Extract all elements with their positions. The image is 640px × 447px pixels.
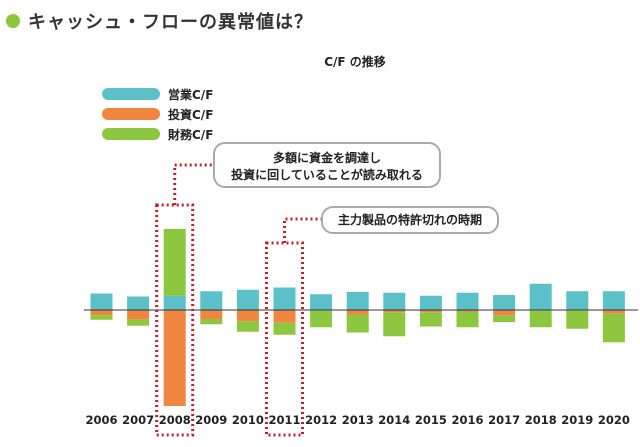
highlight-box-2008 <box>155 203 195 437</box>
bar-2009-financing <box>200 319 223 325</box>
bar-2014-operating <box>383 292 406 310</box>
x-tick-label-2009: 2009 <box>195 413 227 427</box>
bar-2010-operating <box>236 289 259 310</box>
bar-2019-operating <box>566 291 589 310</box>
bar-2018-operating <box>529 283 552 310</box>
bar-2009-investing <box>200 310 223 319</box>
bar-2007-operating <box>127 296 150 310</box>
x-tick-label-2006: 2006 <box>85 413 117 427</box>
chart-title: C/F の推移 <box>324 55 386 69</box>
legend-item-operating: 営業C/F <box>102 84 213 104</box>
connector-2008 <box>173 163 213 205</box>
bar-2011-investing <box>273 310 296 323</box>
bar-2008-operating <box>163 295 186 310</box>
legend-label-operating: 営業C/F <box>168 87 214 102</box>
bar-2017-investing <box>493 310 516 316</box>
legend-item-financing: 財務C/F <box>102 124 213 144</box>
x-tick-label-2007: 2007 <box>122 413 154 427</box>
bar-2015-financing <box>419 312 442 327</box>
bar-2009-operating <box>200 291 223 310</box>
bar-2006-operating <box>90 293 113 310</box>
bar-2007-investing <box>127 310 150 320</box>
callout-2011-text: 主力製品の特許切れの時期 <box>337 213 482 227</box>
bar-2006-investing <box>90 310 113 316</box>
legend-label-investing: 投資C/F <box>168 107 214 122</box>
callout-2011: 主力製品の特許切れの時期 <box>321 206 499 234</box>
bar-2018-financing <box>529 310 552 328</box>
x-tick-label-2018: 2018 <box>525 413 557 427</box>
callout-2008-line1: 多額に資金を調達し <box>272 151 381 165</box>
legend-swatch-operating <box>102 88 160 100</box>
bar-2019-financing <box>566 310 589 329</box>
legend-item-investing: 投資C/F <box>102 104 213 124</box>
x-tick-label-2016: 2016 <box>451 413 483 427</box>
x-tick-label-2013: 2013 <box>342 413 374 427</box>
x-tick-label-2015: 2015 <box>415 413 447 427</box>
bar-2013-operating <box>346 292 369 310</box>
bar-2011-financing <box>273 322 296 335</box>
x-tick-label-2010: 2010 <box>232 413 264 427</box>
bar-2015-investing <box>419 310 442 313</box>
bar-2013-financing <box>346 314 369 333</box>
bar-2012-financing <box>310 310 333 328</box>
x-tick-label-2011: 2011 <box>268 413 300 427</box>
heading-bullet-icon <box>6 14 20 28</box>
bar-2016-investing <box>456 310 479 312</box>
bar-2012-operating <box>310 294 333 310</box>
bar-2008-investing <box>163 310 186 406</box>
bar-2007-financing <box>127 319 150 326</box>
legend-swatch-investing <box>102 108 160 120</box>
bar-2011-operating <box>273 287 296 310</box>
bar-2013-investing <box>346 310 369 315</box>
bar-2017-financing <box>493 315 516 322</box>
callout-2008: 多額に資金を調達し 投資に回していることが読み取れる <box>213 142 441 188</box>
bar-2017-operating <box>493 295 516 310</box>
bar-2020-financing <box>602 313 625 343</box>
callout-2008-line2: 投資に回していることが読み取れる <box>231 168 423 182</box>
heading-text: キャッシュ・フローの異常値は？ <box>28 12 313 33</box>
highlight-box-2011 <box>265 241 304 437</box>
bar-2020-investing <box>602 310 625 314</box>
bar-2010-investing <box>236 310 259 322</box>
bar-2016-operating <box>456 292 479 310</box>
legend-swatch-financing <box>102 128 160 140</box>
x-tick-label-2020: 2020 <box>598 413 630 427</box>
bar-2006-financing <box>90 315 113 320</box>
bar-2015-operating <box>419 295 442 310</box>
bar-2014-investing <box>383 310 406 313</box>
legend-label-financing: 財務C/F <box>168 127 214 142</box>
x-tick-label-2017: 2017 <box>488 413 520 427</box>
bar-2008-financing <box>163 229 186 296</box>
bar-2010-financing <box>236 321 259 332</box>
bar-2016-financing <box>456 311 479 328</box>
x-tick-label-2012: 2012 <box>305 413 337 427</box>
x-tick-label-2008: 2008 <box>159 413 191 427</box>
bar-2014-financing <box>383 312 406 337</box>
connector-2011 <box>283 217 321 243</box>
legend: 営業C/F 投資C/F 財務C/F <box>102 84 213 144</box>
bar-2020-operating <box>602 291 625 310</box>
x-tick-label-2014: 2014 <box>378 413 410 427</box>
page-heading: キャッシュ・フローの異常値は？ <box>6 8 313 34</box>
x-tick-label-2019: 2019 <box>561 413 593 427</box>
